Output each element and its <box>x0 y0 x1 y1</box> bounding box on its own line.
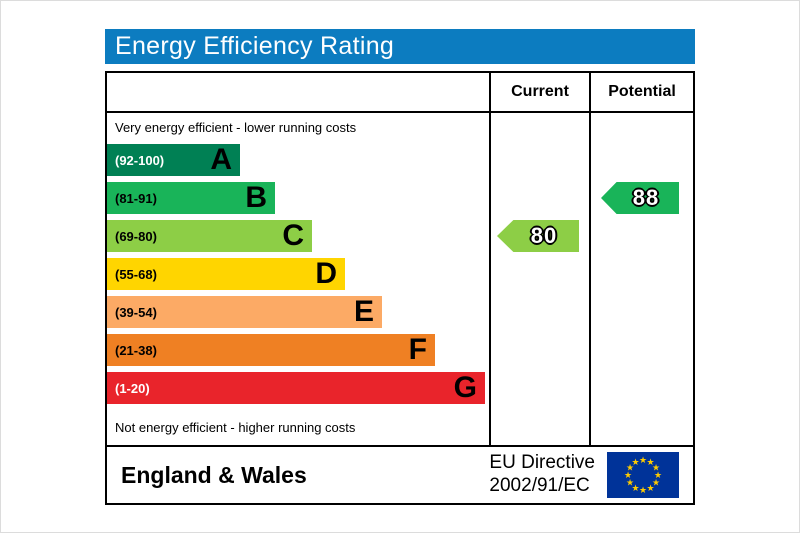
band-bar-a: (92-100) A <box>107 144 240 176</box>
region-label: England & Wales <box>121 461 307 488</box>
band-bar-c: (69-80) C <box>107 220 312 252</box>
svg-text:★: ★ <box>626 464 634 474</box>
title-bar: Energy Efficiency Rating <box>105 29 695 64</box>
svg-text:★: ★ <box>631 484 639 494</box>
band-bar-f: (21-38) F <box>107 334 435 366</box>
current-column: 80 <box>489 113 589 445</box>
table-footer: England & Wales EU Directive 2002/91/EC … <box>107 445 693 503</box>
potential-column: 88 <box>589 113 693 445</box>
bands-area: Very energy efficient - lower running co… <box>107 113 489 445</box>
svg-text:★: ★ <box>652 464 660 474</box>
svg-text:★: ★ <box>652 479 660 489</box>
chart-body: Very energy efficient - lower running co… <box>107 113 693 445</box>
svg-text:★: ★ <box>654 471 662 481</box>
band-range-label: (81-91) <box>115 190 157 206</box>
band-letter: C <box>282 219 304 252</box>
band-range-label: (39-54) <box>115 304 157 320</box>
epc-table: Current Potential Very energy efficient … <box>105 71 695 505</box>
band-bar-d: (55-68) D <box>107 258 345 290</box>
band-row-e: (39-54) E <box>107 293 489 331</box>
band-range-label: (1-20) <box>115 380 150 396</box>
svg-text:★: ★ <box>639 486 647 496</box>
bottom-note: Not energy efficient - higher running co… <box>115 419 356 435</box>
band-letter: D <box>315 257 337 290</box>
table-header-row: Current Potential <box>107 73 693 113</box>
band-bar-b: (81-91) B <box>107 182 275 214</box>
band-row-f: (21-38) F <box>107 331 489 369</box>
eu-directive-text: EU Directive 2002/91/EC <box>489 452 595 498</box>
svg-text:★: ★ <box>646 484 654 494</box>
current-rating-value: 80 <box>530 223 558 248</box>
svg-text:★: ★ <box>631 458 639 468</box>
band-range-label: (21-38) <box>115 342 157 358</box>
potential-rating-arrow: 88 <box>601 182 679 214</box>
energy-efficiency-chart: Energy Efficiency Rating Current Potenti… <box>105 29 695 505</box>
band-row-d: (55-68) D <box>107 255 489 293</box>
band-bar-e: (39-54) E <box>107 296 382 328</box>
band-range-label: (55-68) <box>115 266 157 282</box>
eu-directive-line2: 2002/91/EC <box>489 475 590 496</box>
band-letter: A <box>210 143 232 176</box>
top-note: Very energy efficient - lower running co… <box>115 119 357 135</box>
eu-directive-line1: EU Directive <box>489 452 595 474</box>
svg-text:★: ★ <box>639 456 647 466</box>
eu-flag-icon: ★ ★★★★★★★★★★★ <box>607 452 679 498</box>
current-rating-arrow: 80 <box>497 220 579 252</box>
band-range-label: (69-80) <box>115 228 157 244</box>
page-title: Energy Efficiency Rating <box>115 32 395 60</box>
band-range-label: (92-100) <box>115 152 165 168</box>
band-letter: E <box>353 295 374 328</box>
band-row-a: (92-100) A <box>107 141 489 179</box>
band-row-g: (1-20) G <box>107 369 489 407</box>
band-letter: F <box>408 333 427 366</box>
potential-rating-value: 88 <box>632 185 660 210</box>
svg-text:★: ★ <box>624 471 632 481</box>
band-row-c: (69-80) C <box>107 217 489 255</box>
band-bar-g: (1-20) G <box>107 372 485 404</box>
header-main-cell <box>107 73 489 111</box>
band-letter: B <box>245 181 267 214</box>
band-letter: G <box>453 371 477 404</box>
current-column-header: Current <box>489 73 589 111</box>
band-row-b: (81-91) B <box>107 179 489 217</box>
potential-column-header: Potential <box>589 73 693 111</box>
svg-text:★: ★ <box>626 479 634 489</box>
svg-text:★: ★ <box>646 458 654 468</box>
